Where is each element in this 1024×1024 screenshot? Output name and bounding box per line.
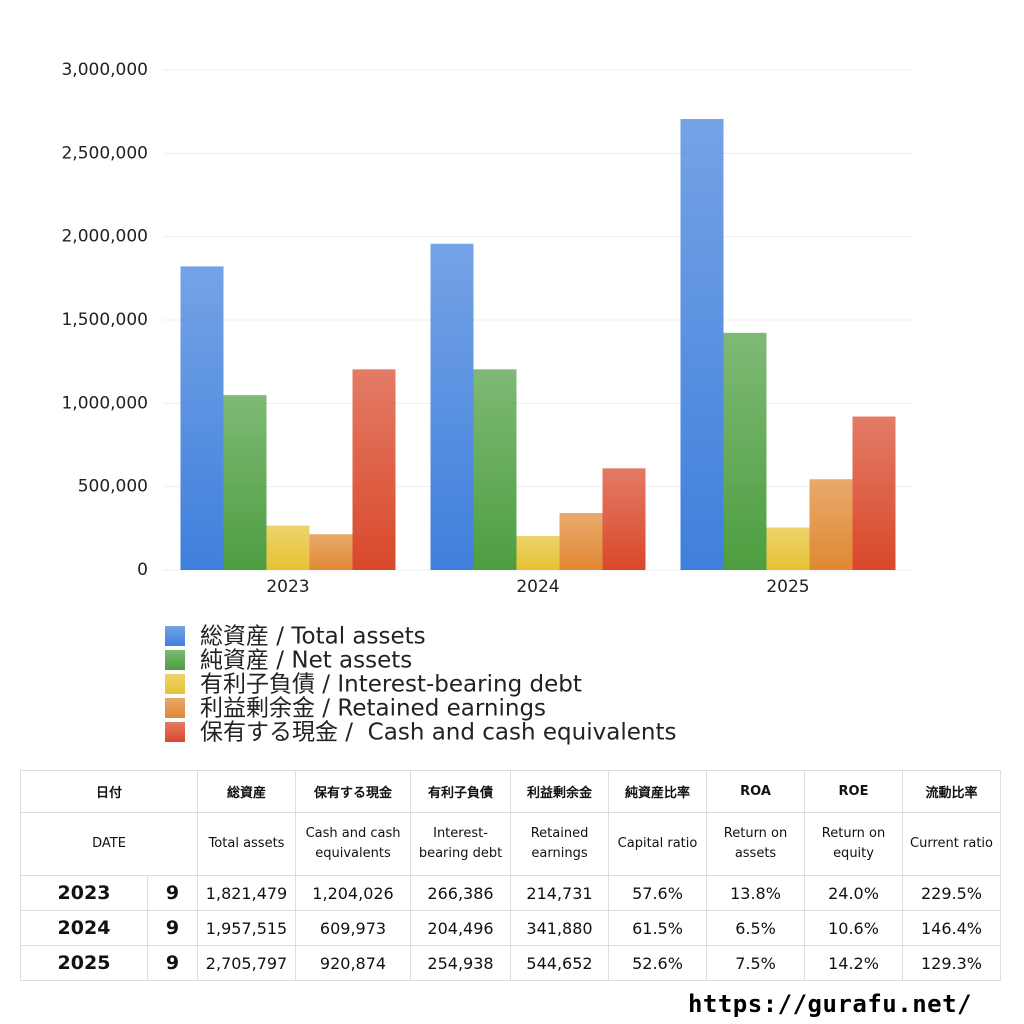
legend-swatch — [165, 674, 185, 694]
legend-label: 保有する現金 / Cash and cash equivalents — [200, 720, 676, 746]
header-cell: 保有する現金 — [295, 770, 412, 813]
header-cell: Cash and cash equivalents — [295, 812, 412, 876]
header-cell: Interest-bearing debt — [410, 812, 512, 876]
header-cell: 利益剰余金 — [510, 770, 610, 813]
x-tick-label: 2025 — [766, 577, 809, 597]
header-cell: Retained earnings — [510, 812, 610, 876]
header-cell: 純資産比率 — [608, 770, 708, 813]
table-cell: 204,496 — [410, 910, 512, 946]
table-cell: 1,821,479 — [197, 875, 297, 911]
header-cell: Current ratio — [902, 812, 1002, 876]
y-tick-label: 500,000 — [78, 477, 148, 497]
header-row: 日付 総資産 保有する現金 有利子負債 利益剰余金 純資産比率 ROA ROE 流動比率 — [19, 770, 1002, 813]
data-table: 日付 総資産 保有する現金 有利子負債 利益剰余金 純資産比率 ROA ROE 流動比率 DATE… — [19, 770, 1002, 981]
table-cell: 6.5% — [706, 910, 806, 946]
table-cell: 9 — [146, 945, 199, 981]
header-cell: ROA — [706, 770, 806, 813]
table-cell: 146.4% — [902, 910, 1002, 946]
table-cell: 2023 — [20, 875, 148, 911]
table-cell: 13.8% — [706, 875, 806, 911]
bar — [723, 332, 767, 570]
legend-label: 純資産 / Net assets — [200, 648, 412, 674]
legend-swatch — [165, 626, 185, 646]
table-cell: 52.6% — [608, 945, 708, 981]
table-cell: 609,973 — [295, 910, 412, 946]
table-cell: 544,652 — [510, 945, 610, 981]
header-cell: ROE — [804, 770, 904, 813]
bar — [309, 534, 353, 570]
table-row: 2023 9 1,821,479 1,204,026 266,386 214,731 57.… — [20, 875, 1002, 911]
chart: 0 500,000 1,000,000 1,500,000 2,000,000 2,500… — [61, 60, 913, 746]
table-cell: 10.6% — [804, 910, 904, 946]
bar — [352, 369, 396, 570]
bar — [559, 513, 603, 570]
table-cell: 129.3% — [902, 945, 1002, 981]
bar — [266, 525, 310, 570]
bar — [809, 479, 853, 570]
header-cell: 総資産 — [197, 770, 297, 813]
table-cell: 254,938 — [410, 945, 512, 981]
table-row: 2024 9 1,957,515 609,973 204,496 341,880 61.5%… — [20, 910, 1002, 946]
table-cell: 214,731 — [510, 875, 610, 911]
table-cell: 7.5% — [706, 945, 806, 981]
table-cell: 2,705,797 — [197, 945, 297, 981]
header-cell: Return on equity — [804, 812, 904, 876]
legend-label: 総資産 / Total assets — [200, 624, 426, 650]
bar — [852, 416, 896, 570]
table-row: 2025 9 2,705,797 920,874 254,938 544,652 52.6%… — [20, 945, 1002, 981]
y-tick-label: 0 — [137, 560, 148, 580]
legend-swatch — [165, 698, 185, 718]
site-url: https://gurafu.net/ — [687, 990, 972, 1018]
table-cell: 57.6% — [608, 875, 708, 911]
table-cell: 2024 — [20, 910, 148, 946]
header-cell: Return on assets — [706, 812, 806, 876]
legend-label: 利益剰余金 / Retained earnings — [200, 696, 546, 722]
table-cell: 1,957,515 — [197, 910, 297, 946]
bar — [430, 243, 474, 570]
legend-label: 有利子負債 / Interest-bearing debt — [200, 672, 582, 698]
table-cell: 920,874 — [295, 945, 412, 981]
header-cell: Capital ratio — [608, 812, 708, 876]
header-cell: Total assets — [197, 812, 297, 876]
y-tick-label: 1,500,000 — [61, 310, 148, 330]
table-cell: 1,204,026 — [295, 875, 412, 911]
bar — [602, 468, 646, 570]
x-tick-label: 2023 — [266, 577, 309, 597]
legend-swatch — [165, 722, 185, 742]
header-cell: 日付 — [19, 770, 199, 813]
header-cell: 有利子負債 — [410, 770, 512, 813]
table-cell: 229.5% — [902, 875, 1002, 911]
bar — [766, 527, 810, 570]
table-cell: 266,386 — [410, 875, 512, 911]
y-tick-label: 1,000,000 — [61, 393, 148, 413]
bar — [680, 119, 724, 570]
x-tick-label: 2024 — [516, 577, 559, 597]
bar — [223, 395, 267, 570]
bar — [516, 535, 560, 570]
y-tick-label: 2,000,000 — [61, 227, 148, 247]
y-tick-label: 2,500,000 — [61, 143, 148, 163]
table-cell: 61.5% — [608, 910, 708, 946]
table-cell: 341,880 — [510, 910, 610, 946]
y-tick-label: 3,000,000 — [61, 60, 148, 80]
bar — [473, 369, 517, 570]
bar — [180, 266, 224, 570]
header-cell: DATE — [19, 812, 199, 876]
header-cell: 流動比率 — [902, 770, 1002, 813]
table-cell: 24.0% — [804, 875, 904, 911]
header-row: DATE Total assets Cash and cash equivalent… — [19, 812, 1002, 876]
table-cell: 9 — [146, 910, 199, 946]
legend-swatch — [165, 650, 185, 670]
table-cell: 9 — [146, 875, 199, 911]
table-cell: 14.2% — [804, 945, 904, 981]
table-cell: 2025 — [20, 945, 148, 981]
